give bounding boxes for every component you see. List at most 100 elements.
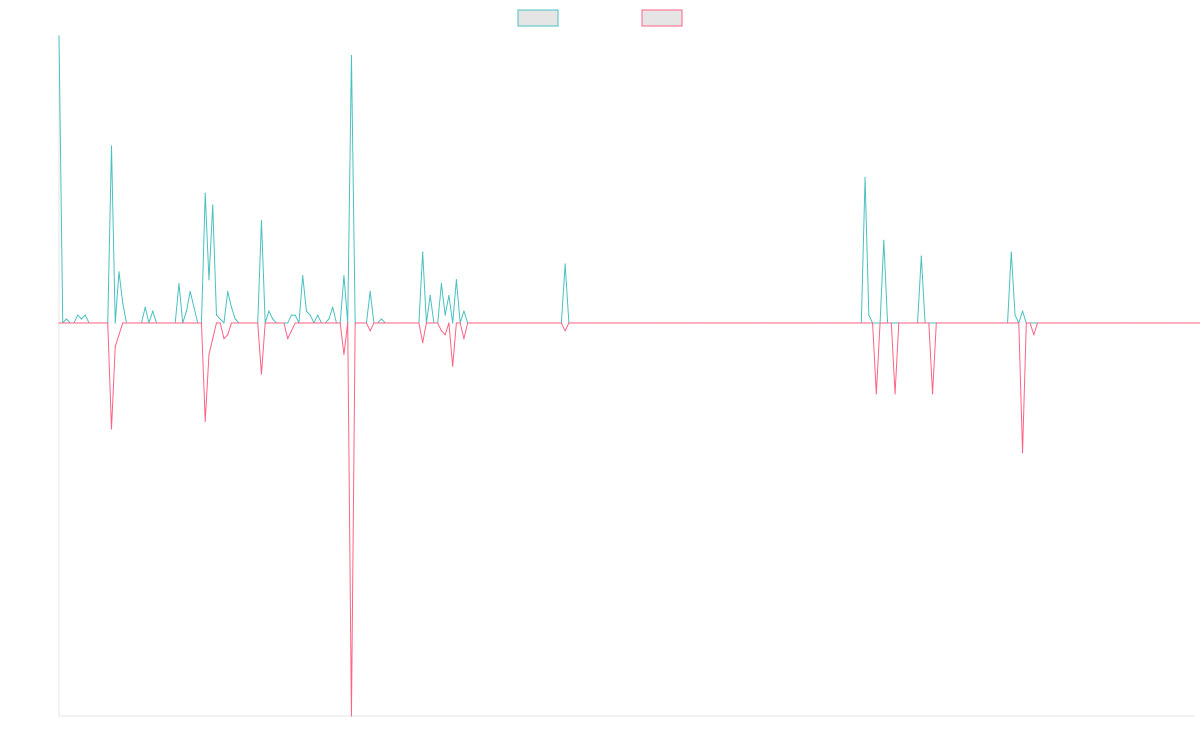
data-point xyxy=(785,322,787,324)
data-point xyxy=(894,393,896,395)
data-point xyxy=(545,322,547,324)
data-point xyxy=(92,322,94,324)
data-point xyxy=(1081,322,1084,324)
data-point xyxy=(264,322,266,324)
data-point xyxy=(343,353,345,355)
data-point xyxy=(654,322,656,324)
data-point xyxy=(1044,322,1046,324)
data-point xyxy=(725,322,727,324)
data-point xyxy=(1183,322,1185,324)
data-point xyxy=(302,322,304,324)
data-point xyxy=(1085,322,1087,324)
data-point xyxy=(1145,322,1147,324)
data-point xyxy=(407,322,409,324)
series-1 xyxy=(58,322,1200,717)
data-point xyxy=(737,322,739,324)
data-point xyxy=(602,322,604,324)
data-point xyxy=(279,322,281,324)
data-point xyxy=(639,322,641,324)
data-point xyxy=(909,322,911,324)
data-point xyxy=(114,322,116,324)
data-point xyxy=(275,322,278,324)
data-point xyxy=(707,322,709,324)
series-layer xyxy=(58,35,1200,717)
data-point xyxy=(174,322,176,324)
data-point xyxy=(290,314,293,316)
data-point xyxy=(118,271,120,273)
data-point xyxy=(362,322,364,324)
data-point xyxy=(1130,322,1132,324)
data-point xyxy=(272,322,274,324)
data-point xyxy=(557,322,559,324)
data-point xyxy=(230,306,233,308)
data-point xyxy=(931,322,934,324)
data-point xyxy=(200,322,203,324)
data-point xyxy=(950,322,952,324)
data-point xyxy=(392,322,394,324)
data-point xyxy=(853,322,855,324)
data-point xyxy=(152,322,154,324)
data-point xyxy=(1149,322,1151,324)
series-line-1 xyxy=(59,322,1200,717)
data-point xyxy=(77,314,79,316)
data-point xyxy=(182,322,184,324)
data-point xyxy=(961,322,964,324)
data-point xyxy=(991,322,994,324)
data-point xyxy=(504,322,506,324)
data-point xyxy=(755,322,757,324)
data-point xyxy=(223,338,225,340)
data-point xyxy=(185,310,188,312)
data-point xyxy=(823,322,825,324)
data-point xyxy=(84,314,86,316)
data-point xyxy=(317,322,319,324)
data-point xyxy=(849,322,851,324)
data-point xyxy=(808,322,810,324)
data-point xyxy=(620,322,622,324)
data-point xyxy=(875,393,877,395)
data-point xyxy=(208,353,210,355)
data-point xyxy=(1003,322,1005,324)
data-point xyxy=(515,322,518,324)
data-point xyxy=(343,275,345,277)
data-point xyxy=(594,322,596,324)
data-point xyxy=(463,310,465,312)
data-point xyxy=(1070,322,1072,324)
data-point xyxy=(257,322,259,324)
series-line-0 xyxy=(58,35,1195,324)
data-point xyxy=(309,314,311,316)
data-point xyxy=(452,322,454,324)
data-point xyxy=(422,251,424,253)
data-point xyxy=(1051,322,1054,324)
data-point xyxy=(793,322,795,324)
data-point xyxy=(669,322,671,324)
data-point xyxy=(542,322,544,324)
data-point xyxy=(684,322,686,324)
data-point xyxy=(99,322,101,324)
data-point xyxy=(703,322,705,324)
axes xyxy=(58,36,1195,717)
data-point xyxy=(1078,322,1080,324)
data-point xyxy=(403,322,405,324)
data-point xyxy=(680,322,682,324)
data-point xyxy=(1018,322,1020,324)
data-point xyxy=(519,322,521,324)
data-point xyxy=(1021,452,1024,454)
data-point xyxy=(347,322,349,324)
legend-item-1[interactable] xyxy=(641,9,683,27)
legend[interactable] xyxy=(517,9,683,27)
data-point xyxy=(369,330,371,332)
data-point xyxy=(943,322,945,324)
data-point xyxy=(129,322,131,324)
data-point xyxy=(692,322,694,324)
data-point xyxy=(358,322,360,324)
data-point xyxy=(1115,322,1117,324)
data-point xyxy=(1006,322,1009,324)
data-point xyxy=(553,322,555,324)
data-point xyxy=(58,35,60,37)
series-0 xyxy=(58,35,1196,324)
legend-item-0[interactable] xyxy=(517,9,559,27)
data-point xyxy=(170,322,173,324)
data-point xyxy=(628,322,630,324)
data-point xyxy=(433,322,435,324)
data-point xyxy=(332,322,334,324)
